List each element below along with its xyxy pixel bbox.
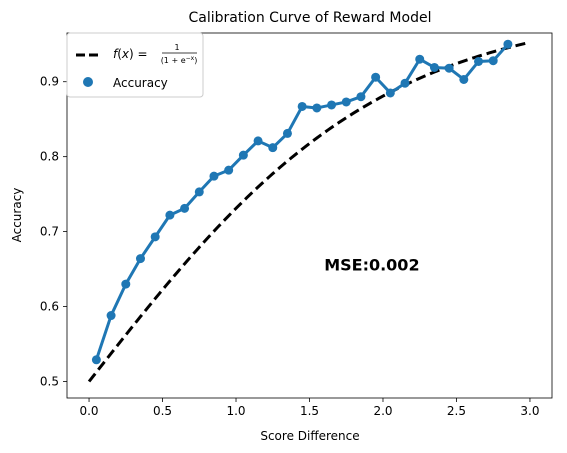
accuracy-point	[444, 63, 454, 73]
accuracy-point	[180, 203, 190, 213]
y-tick-label: 0.7	[40, 225, 59, 239]
x-tick-label: 1.5	[300, 404, 319, 418]
accuracy-point	[135, 254, 145, 264]
legend: f(x) = 1 (1 + e−x) Accuracy	[66, 32, 204, 98]
x-tick-label: 0.5	[153, 404, 172, 418]
y-tick-label: 0.5	[40, 375, 59, 389]
y-axis: 0.5 0.6 0.7 0.8 0.9	[40, 75, 67, 389]
accuracy-point	[150, 232, 160, 242]
chart-title: Calibration Curve of Reward Model	[189, 10, 432, 26]
accuracy-point	[253, 136, 263, 146]
y-tick-label: 0.8	[40, 150, 59, 164]
mse-annotation: MSE:0.002	[324, 256, 419, 275]
accuracy-point	[91, 355, 101, 365]
accuracy-point	[268, 143, 278, 153]
y-tick-label: 0.6	[40, 300, 59, 314]
y-axis-label: Accuracy	[10, 188, 24, 243]
accuracy-point	[503, 39, 513, 49]
accuracy-point	[312, 103, 322, 113]
x-tick-label: 2.5	[447, 404, 466, 418]
y-tick-label: 0.9	[40, 75, 59, 89]
accuracy-point	[224, 165, 234, 175]
accuracy-point	[106, 311, 116, 321]
accuracy-point	[121, 279, 131, 289]
legend-sigmoid-denominator: (1 + e−x)	[161, 55, 198, 65]
legend-sigmoid-prefix: f(x) =	[113, 47, 148, 61]
series-layer	[87, 39, 531, 383]
x-tick-label: 0.0	[79, 404, 98, 418]
x-tick-label: 2.0	[373, 404, 392, 418]
accuracy-point	[415, 54, 425, 64]
x-tick-label: 1.0	[226, 404, 245, 418]
accuracy-point	[474, 56, 484, 66]
accuracy-point	[238, 150, 248, 160]
accuracy-point	[356, 92, 366, 102]
legend-box	[66, 32, 204, 98]
accuracy-point	[385, 88, 395, 98]
accuracy-point	[400, 78, 410, 88]
accuracy-point	[165, 210, 175, 220]
legend-accuracy-label: Accuracy	[113, 76, 168, 90]
accuracy-point	[429, 62, 439, 72]
x-axis-label: Score Difference	[260, 429, 359, 443]
x-tick-label: 3.0	[520, 404, 539, 418]
accuracy-point	[488, 56, 498, 66]
accuracy-point	[194, 187, 204, 197]
accuracy-point	[327, 100, 337, 110]
x-axis: 0.0 0.5 1.0 1.5 2.0 2.5 3.0	[79, 398, 540, 418]
accuracy-point	[282, 128, 292, 138]
accuracy-point	[371, 72, 381, 82]
accuracy-point	[459, 74, 469, 84]
accuracy-point	[297, 101, 307, 111]
legend-accuracy-marker	[83, 77, 93, 87]
accuracy-point	[209, 171, 219, 181]
accuracy-point	[341, 97, 351, 107]
legend-sigmoid-numerator: 1	[174, 43, 179, 52]
